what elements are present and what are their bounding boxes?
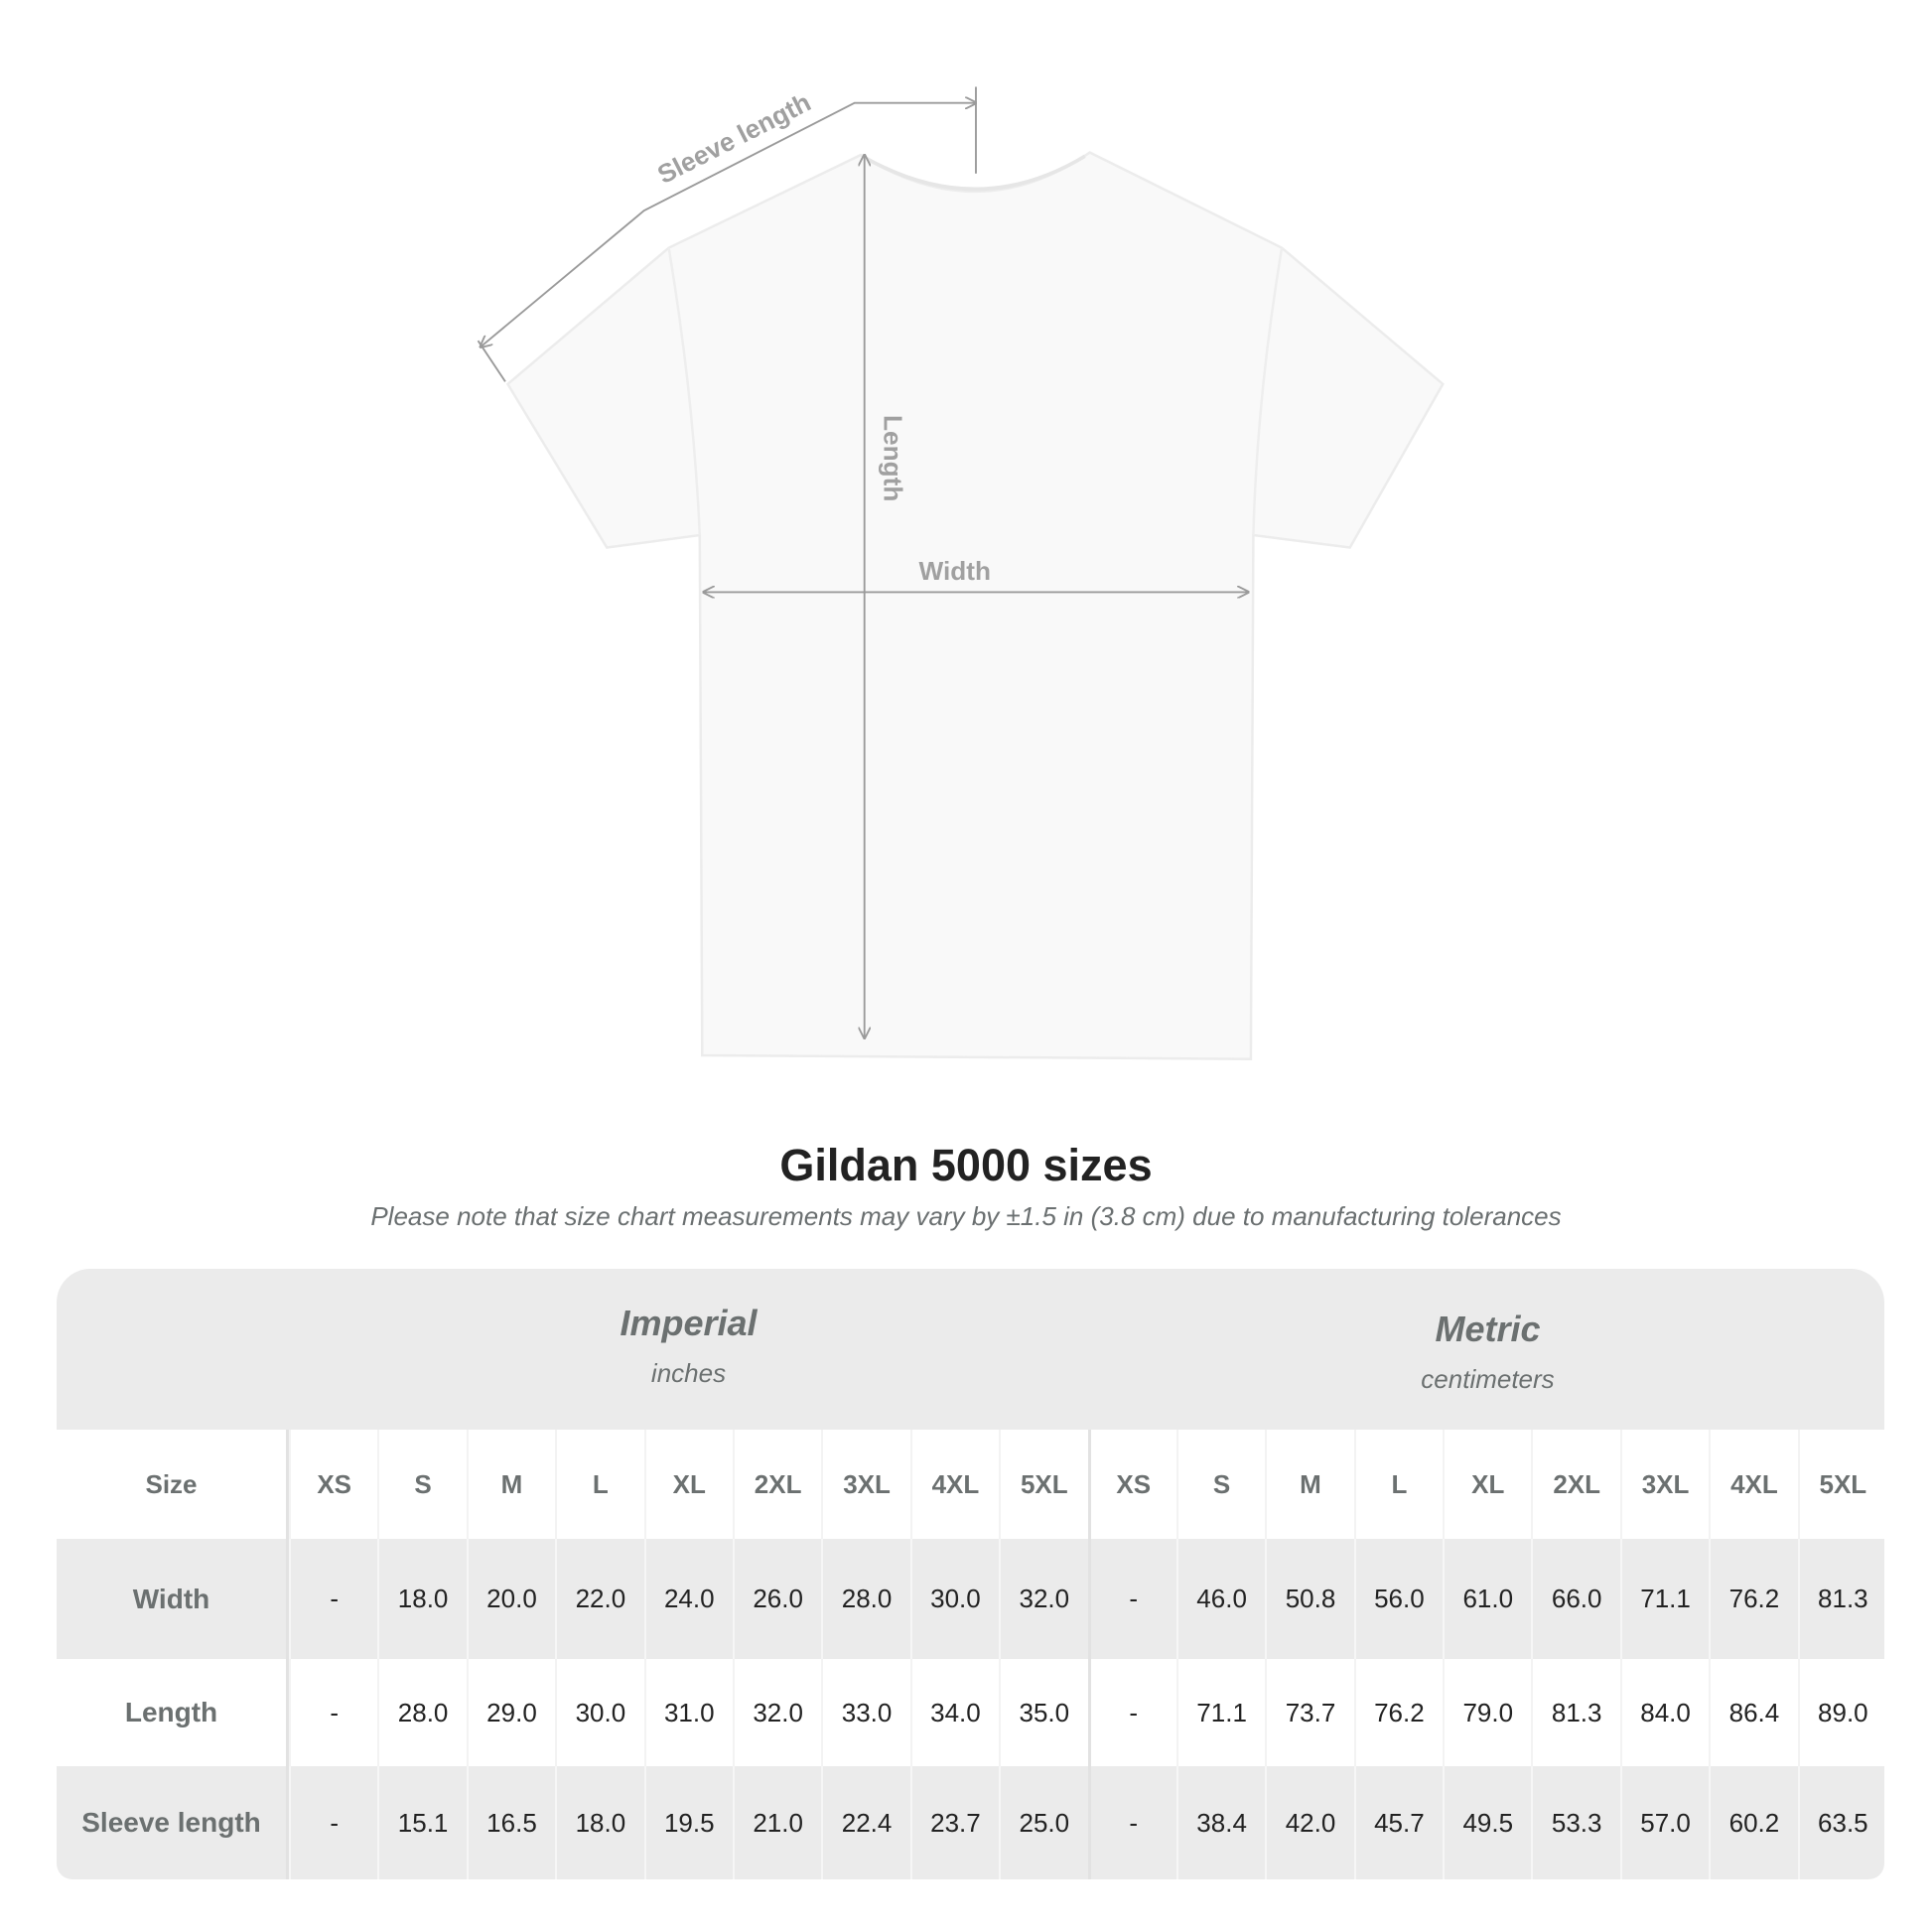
value-cell-imperial: 28.0 [821, 1539, 909, 1659]
value-cell-imperial: - [289, 1659, 377, 1766]
value-cell-metric: - [1087, 1659, 1176, 1766]
value-cell-metric: 50.8 [1265, 1539, 1353, 1659]
value-cell-imperial: 22.0 [555, 1539, 643, 1659]
value-cell-metric: 46.0 [1175, 1539, 1265, 1659]
size-header-imperial: 3XL [821, 1430, 909, 1539]
size-header-imperial: XS [289, 1430, 377, 1539]
size-header-metric: XL [1443, 1430, 1531, 1539]
size-header-metric: M [1265, 1430, 1353, 1539]
value-cell-metric: 57.0 [1619, 1766, 1709, 1879]
row-label: Length [57, 1659, 289, 1766]
width-label: Width [919, 556, 991, 586]
value-cell-imperial: 32.0 [732, 1659, 821, 1766]
value-cell-metric: 71.1 [1175, 1659, 1265, 1766]
row-label: Sleeve length [57, 1766, 289, 1879]
table-row: Length -28.0 29.0 30.0 31.0 32.0 33.0 34.0 35.0-… [57, 1659, 1884, 1766]
value-cell-imperial: 20.0 [466, 1539, 555, 1659]
value-cell-metric: 53.3 [1531, 1766, 1619, 1879]
size-header-imperial: 5XL [999, 1430, 1087, 1539]
value-cell-metric: 81.3 [1531, 1659, 1619, 1766]
value-cell-imperial: 24.0 [643, 1539, 733, 1659]
size-header-metric: L [1353, 1430, 1443, 1539]
value-cell-imperial: 26.0 [732, 1539, 821, 1659]
table-row: Sleeve length -15.1 16.5 18.0 19.5 21.0 22.4 23… [57, 1766, 1884, 1879]
value-cell-metric: 42.0 [1265, 1766, 1353, 1879]
size-header-metric: XS [1087, 1430, 1176, 1539]
value-cell-imperial: 30.0 [909, 1539, 999, 1659]
value-cell-metric: 76.2 [1709, 1539, 1797, 1659]
value-cell-metric: 81.3 [1797, 1539, 1884, 1659]
imperial-title: Imperial [620, 1303, 758, 1343]
value-cell-imperial: - [289, 1539, 377, 1659]
value-cell-imperial: 32.0 [999, 1539, 1087, 1659]
tshirt-diagram: Sleeve length Length Width [477, 86, 1445, 1060]
value-cell-metric: 73.7 [1265, 1659, 1353, 1766]
value-cell-metric: 49.5 [1443, 1766, 1531, 1879]
row-label: Width [57, 1539, 289, 1659]
value-cell-imperial: 16.5 [466, 1766, 555, 1879]
value-cell-metric: 63.5 [1797, 1766, 1884, 1879]
value-cell-metric: - [1087, 1539, 1176, 1659]
value-cell-metric: 71.1 [1619, 1539, 1709, 1659]
size-header-imperial: S [377, 1430, 466, 1539]
size-header-imperial: 4XL [909, 1430, 999, 1539]
value-cell-imperial: 18.0 [377, 1539, 466, 1659]
imperial-unit: inches [650, 1358, 727, 1388]
value-cell-metric: 66.0 [1531, 1539, 1619, 1659]
value-cell-metric: 56.0 [1353, 1539, 1443, 1659]
value-cell-imperial: 33.0 [821, 1659, 909, 1766]
size-header-imperial: M [466, 1430, 555, 1539]
value-cell-metric: 45.7 [1353, 1766, 1443, 1879]
page-title: Gildan 5000 sizes [779, 1140, 1153, 1190]
length-label: Length [879, 415, 908, 501]
sleeve-length-label: Sleeve length [652, 87, 815, 190]
value-cell-imperial: 28.0 [377, 1659, 466, 1766]
system-header-band [57, 1269, 1884, 1430]
size-header-imperial: XL [643, 1430, 733, 1539]
value-cell-metric: - [1087, 1766, 1176, 1879]
value-cell-metric: 89.0 [1797, 1659, 1884, 1766]
value-cell-metric: 79.0 [1443, 1659, 1531, 1766]
sleeve-measure-line [477, 86, 976, 382]
value-cell-imperial: 34.0 [909, 1659, 999, 1766]
value-cell-metric: 84.0 [1619, 1659, 1709, 1766]
value-cell-imperial: 35.0 [999, 1659, 1087, 1766]
size-header-imperial: 2XL [732, 1430, 821, 1539]
size-header-metric: 5XL [1797, 1430, 1884, 1539]
value-cell-imperial: 25.0 [999, 1766, 1087, 1879]
value-cell-imperial: - [289, 1766, 377, 1879]
size-header-row: Size XS S M L XL 2XL 3XL 4XL 5XL XS S M L XL 2XL 3XL 4XL 5… [57, 1430, 1884, 1539]
tshirt-shape [505, 151, 1445, 1060]
metric-header: Metric centimeters [1088, 1309, 1884, 1395]
size-header-metric: 2XL [1531, 1430, 1619, 1539]
value-cell-imperial: 23.7 [909, 1766, 999, 1879]
value-cell-imperial: 22.4 [821, 1766, 909, 1879]
value-cell-metric: 86.4 [1709, 1659, 1797, 1766]
value-cell-imperial: 19.5 [643, 1766, 733, 1879]
size-header-metric: 3XL [1619, 1430, 1709, 1539]
value-cell-imperial: 31.0 [643, 1659, 733, 1766]
row-label: Size [57, 1430, 289, 1539]
value-cell-metric: 38.4 [1175, 1766, 1265, 1879]
size-header-metric: 4XL [1709, 1430, 1797, 1539]
size-table: Imperial inches Metric centimeters Size X… [57, 1269, 1884, 1879]
value-cell-imperial: 18.0 [555, 1766, 643, 1879]
value-cell-imperial: 21.0 [732, 1766, 821, 1879]
value-cell-metric: 61.0 [1443, 1539, 1531, 1659]
value-cell-imperial: 29.0 [466, 1659, 555, 1766]
tolerance-note: Please note that size chart measurements… [370, 1201, 1562, 1231]
table-row: Width -18.0 20.0 22.0 24.0 26.0 28.0 30.0 32.0-4… [57, 1539, 1884, 1659]
size-header-imperial: L [555, 1430, 643, 1539]
size-header-metric: S [1175, 1430, 1265, 1539]
value-cell-imperial: 30.0 [555, 1659, 643, 1766]
imperial-header: Imperial inches [289, 1303, 1088, 1389]
value-cell-imperial: 15.1 [377, 1766, 466, 1879]
metric-unit: centimeters [1421, 1364, 1555, 1394]
value-cell-metric: 60.2 [1709, 1766, 1797, 1879]
metric-title: Metric [1435, 1309, 1541, 1349]
value-cell-metric: 76.2 [1353, 1659, 1443, 1766]
